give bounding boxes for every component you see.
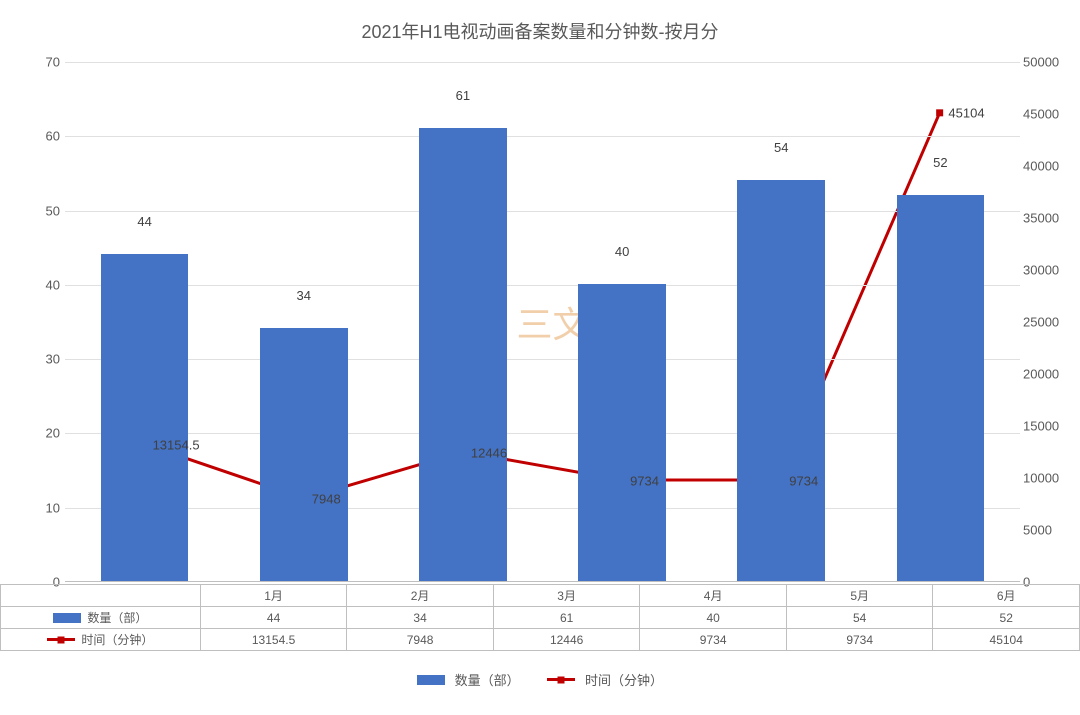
table-cell: 40: [640, 607, 787, 629]
table-cell: 3月: [493, 585, 640, 607]
bar: [419, 128, 507, 581]
y1-tick-label: 50: [35, 203, 60, 218]
legend-item-bars: 数量（部）: [417, 670, 520, 689]
bar-value-label: 34: [297, 288, 311, 308]
y2-tick-label: 15000: [1023, 419, 1068, 434]
table-cell: 45104: [933, 629, 1080, 651]
table-row-label: 数量（部）: [1, 607, 201, 629]
y1-tick-label: 10: [35, 500, 60, 515]
y1-tick-label: 70: [35, 55, 60, 70]
y1-tick-label: 60: [35, 129, 60, 144]
table-cell: 7948: [347, 629, 494, 651]
table-corner-cell: [1, 585, 201, 607]
y2-tick-label: 35000: [1023, 211, 1068, 226]
bar: [101, 254, 189, 581]
gridline: [65, 136, 1020, 137]
y2-tick-label: 5000: [1023, 523, 1068, 538]
table-cell: 13154.5: [200, 629, 347, 651]
table-row-label: 时间（分钟）: [1, 629, 201, 651]
bar: [897, 195, 985, 581]
table-cell: 5月: [786, 585, 933, 607]
gridline: [65, 359, 1020, 360]
legend-line-swatch: [547, 678, 575, 681]
gridline: [65, 433, 1020, 434]
bar-value-label: 61: [456, 88, 470, 108]
line-value-label: 7948: [312, 492, 341, 507]
bar: [578, 284, 666, 581]
chart-container: 2021年H1电视动画备案数量和分钟数-按月分 三文娱 010203040506…: [0, 0, 1080, 715]
line-value-label: 12446: [471, 445, 507, 460]
table-cell: 4月: [640, 585, 787, 607]
table-cell: 9734: [786, 629, 933, 651]
legend-line-label: 时间（分钟）: [585, 673, 663, 688]
data-table: 1月2月3月4月5月6月数量（部）443461405452时间（分钟）13154…: [0, 584, 1080, 651]
y1-tick-label: 20: [35, 426, 60, 441]
bar-value-label: 52: [933, 155, 947, 175]
table-cell: 34: [347, 607, 494, 629]
table-cell: 61: [493, 607, 640, 629]
table-row: 数量（部）443461405452: [1, 607, 1080, 629]
table-cell: 1月: [200, 585, 347, 607]
line-value-label: 9734: [630, 473, 659, 488]
gridline: [65, 62, 1020, 63]
y2-tick-label: 45000: [1023, 107, 1068, 122]
line-value-label: 45104: [948, 105, 984, 120]
bar-value-label: 44: [137, 214, 151, 234]
legend-bar-swatch: [417, 675, 445, 685]
legend-item-line: 时间（分钟）: [547, 670, 663, 689]
gridline: [65, 285, 1020, 286]
line-series: [65, 62, 1020, 581]
y2-tick-label: 25000: [1023, 315, 1068, 330]
y2-tick-label: 30000: [1023, 263, 1068, 278]
table-cell: 44: [200, 607, 347, 629]
table-cell: 2月: [347, 585, 494, 607]
y2-tick-label: 50000: [1023, 55, 1068, 70]
table-cell: 52: [933, 607, 1080, 629]
bar-value-label: 54: [774, 140, 788, 160]
plot-area: 三文娱 010203040506070050001000015000200002…: [65, 62, 1020, 582]
table-cell: 12446: [493, 629, 640, 651]
bar-value-label: 40: [615, 244, 629, 264]
table-cell: 9734: [640, 629, 787, 651]
line-value-label: 13154.5: [153, 438, 200, 453]
table-header-row: 1月2月3月4月5月6月: [1, 585, 1080, 607]
table-cell: 6月: [933, 585, 1080, 607]
bar: [737, 180, 825, 581]
y2-tick-label: 20000: [1023, 367, 1068, 382]
bar: [260, 328, 348, 581]
y2-tick-label: 10000: [1023, 471, 1068, 486]
table-cell: 54: [786, 607, 933, 629]
gridline: [65, 508, 1020, 509]
bottom-legend: 数量（部） 时间（分钟）: [0, 670, 1080, 689]
table-row: 时间（分钟）13154.57948124469734973445104: [1, 629, 1080, 651]
y1-tick-label: 40: [35, 277, 60, 292]
chart-title: 2021年H1电视动画备案数量和分钟数-按月分: [0, 18, 1080, 44]
legend-bar-label: 数量（部）: [455, 673, 520, 688]
y2-tick-label: 40000: [1023, 159, 1068, 174]
y1-tick-label: 30: [35, 352, 60, 367]
gridline: [65, 211, 1020, 212]
line-value-label: 9734: [789, 473, 818, 488]
